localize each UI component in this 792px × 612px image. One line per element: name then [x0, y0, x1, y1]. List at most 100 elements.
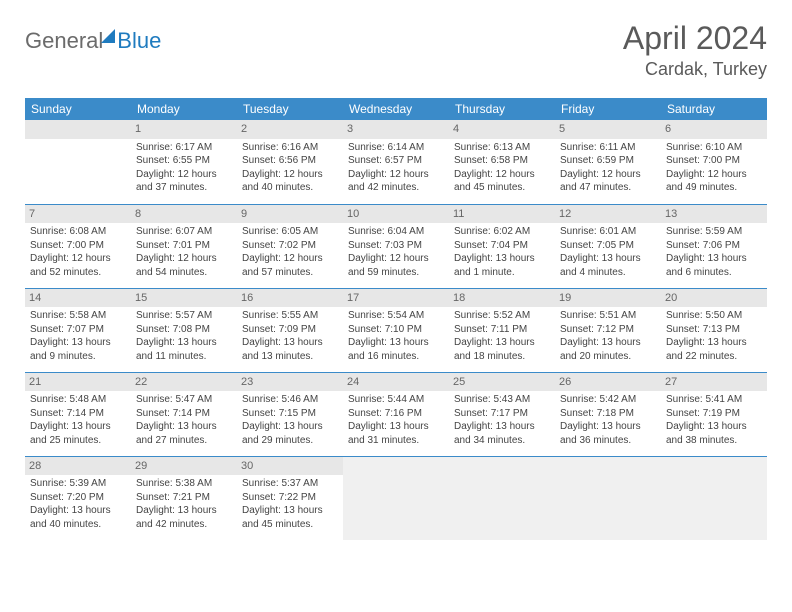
day-number: 20: [661, 289, 767, 308]
day-info-line: Daylight: 13 hours: [666, 420, 762, 434]
day-info-line: Daylight: 12 hours: [136, 168, 232, 182]
calendar-head: SundayMondayTuesdayWednesdayThursdayFrid…: [25, 98, 767, 120]
day-number: [661, 457, 767, 476]
day-number: 5: [555, 120, 661, 139]
day-info-line: Sunrise: 5:46 AM: [242, 393, 338, 407]
day-cell: 1Sunrise: 6:17 AMSunset: 6:55 PMDaylight…: [131, 120, 237, 204]
day-number: 25: [449, 373, 555, 392]
day-number: 17: [343, 289, 449, 308]
day-info-line: Sunset: 7:07 PM: [30, 323, 126, 337]
day-info-line: Daylight: 12 hours: [348, 252, 444, 266]
day-info-line: Sunrise: 5:43 AM: [454, 393, 550, 407]
day-info-line: Sunrise: 5:37 AM: [242, 477, 338, 491]
day-info-line: Daylight: 12 hours: [454, 168, 550, 182]
day-info-line: Sunrise: 5:39 AM: [30, 477, 126, 491]
day-info-line: Daylight: 13 hours: [242, 336, 338, 350]
dayname-sunday: Sunday: [25, 98, 131, 120]
day-info-line: and 27 minutes.: [136, 434, 232, 448]
day-info-line: and 29 minutes.: [242, 434, 338, 448]
day-cell: 18Sunrise: 5:52 AMSunset: 7:11 PMDayligh…: [449, 288, 555, 372]
day-number: 8: [131, 205, 237, 224]
day-cell: 17Sunrise: 5:54 AMSunset: 7:10 PMDayligh…: [343, 288, 449, 372]
week-row: 14Sunrise: 5:58 AMSunset: 7:07 PMDayligh…: [25, 288, 767, 372]
dayname-wednesday: Wednesday: [343, 98, 449, 120]
day-info-line: and 45 minutes.: [454, 181, 550, 195]
title-block: April 2024 Cardak, Turkey: [623, 20, 767, 80]
day-info-line: Sunset: 7:21 PM: [136, 491, 232, 505]
day-number: 15: [131, 289, 237, 308]
day-number: [555, 457, 661, 476]
day-number: 26: [555, 373, 661, 392]
day-info-line: Daylight: 12 hours: [136, 252, 232, 266]
day-cell: 6Sunrise: 6:10 AMSunset: 7:00 PMDaylight…: [661, 120, 767, 204]
day-number: 24: [343, 373, 449, 392]
day-cell: 26Sunrise: 5:42 AMSunset: 7:18 PMDayligh…: [555, 372, 661, 456]
day-info-line: Daylight: 13 hours: [666, 252, 762, 266]
day-info-line: Sunset: 6:55 PM: [136, 154, 232, 168]
day-info-line: and 45 minutes.: [242, 518, 338, 532]
day-info-line: and 16 minutes.: [348, 350, 444, 364]
day-info-line: Sunset: 7:00 PM: [30, 239, 126, 253]
day-info-line: Daylight: 13 hours: [666, 336, 762, 350]
location: Cardak, Turkey: [623, 59, 767, 80]
day-info-line: Daylight: 13 hours: [30, 336, 126, 350]
day-cell: [343, 456, 449, 540]
day-info-line: and 49 minutes.: [666, 181, 762, 195]
day-number: 18: [449, 289, 555, 308]
day-cell: 23Sunrise: 5:46 AMSunset: 7:15 PMDayligh…: [237, 372, 343, 456]
day-info-line: Sunrise: 6:08 AM: [30, 225, 126, 239]
day-number: 10: [343, 205, 449, 224]
day-info-line: Daylight: 12 hours: [666, 168, 762, 182]
day-info-line: Sunset: 7:14 PM: [30, 407, 126, 421]
day-number: 22: [131, 373, 237, 392]
day-info-line: and 25 minutes.: [30, 434, 126, 448]
day-info-line: Sunrise: 5:42 AM: [560, 393, 656, 407]
day-info-line: and 9 minutes.: [30, 350, 126, 364]
calendar-body: 1Sunrise: 6:17 AMSunset: 6:55 PMDaylight…: [25, 120, 767, 540]
day-info-line: Sunrise: 6:07 AM: [136, 225, 232, 239]
day-info-line: Sunset: 7:15 PM: [242, 407, 338, 421]
day-info-line: Sunrise: 5:38 AM: [136, 477, 232, 491]
day-info-line: Sunrise: 5:55 AM: [242, 309, 338, 323]
day-cell: 30Sunrise: 5:37 AMSunset: 7:22 PMDayligh…: [237, 456, 343, 540]
dayname-saturday: Saturday: [661, 98, 767, 120]
day-cell: [555, 456, 661, 540]
day-cell: 25Sunrise: 5:43 AMSunset: 7:17 PMDayligh…: [449, 372, 555, 456]
day-info-line: Sunset: 6:59 PM: [560, 154, 656, 168]
day-info-line: Sunrise: 5:58 AM: [30, 309, 126, 323]
logo: General Blue: [25, 20, 161, 54]
week-row: 7Sunrise: 6:08 AMSunset: 7:00 PMDaylight…: [25, 204, 767, 288]
dayname-friday: Friday: [555, 98, 661, 120]
day-info-line: Sunrise: 6:16 AM: [242, 141, 338, 155]
day-cell: 13Sunrise: 5:59 AMSunset: 7:06 PMDayligh…: [661, 204, 767, 288]
day-info-line: Sunset: 7:22 PM: [242, 491, 338, 505]
day-cell: 4Sunrise: 6:13 AMSunset: 6:58 PMDaylight…: [449, 120, 555, 204]
day-info-line: Sunset: 7:14 PM: [136, 407, 232, 421]
day-cell: 12Sunrise: 6:01 AMSunset: 7:05 PMDayligh…: [555, 204, 661, 288]
day-info-line: Daylight: 13 hours: [454, 252, 550, 266]
day-info-line: Sunset: 7:19 PM: [666, 407, 762, 421]
day-info-line: and 42 minutes.: [348, 181, 444, 195]
day-info-line: and 52 minutes.: [30, 266, 126, 280]
day-number: 13: [661, 205, 767, 224]
day-number: 14: [25, 289, 131, 308]
day-info-line: and 57 minutes.: [242, 266, 338, 280]
day-info-line: Daylight: 13 hours: [242, 504, 338, 518]
day-info-line: and 13 minutes.: [242, 350, 338, 364]
day-info-line: and 1 minute.: [454, 266, 550, 280]
day-cell: 19Sunrise: 5:51 AMSunset: 7:12 PMDayligh…: [555, 288, 661, 372]
day-info-line: Sunrise: 6:01 AM: [560, 225, 656, 239]
logo-triangle-icon: [101, 29, 115, 43]
day-cell: 22Sunrise: 5:47 AMSunset: 7:14 PMDayligh…: [131, 372, 237, 456]
day-info-line: Daylight: 12 hours: [560, 168, 656, 182]
day-info-line: Daylight: 13 hours: [560, 420, 656, 434]
day-number: [343, 457, 449, 476]
day-info-line: Sunrise: 5:57 AM: [136, 309, 232, 323]
day-info-line: and 20 minutes.: [560, 350, 656, 364]
day-info-line: Sunrise: 5:47 AM: [136, 393, 232, 407]
day-info-line: Daylight: 12 hours: [242, 252, 338, 266]
day-info-line: and 47 minutes.: [560, 181, 656, 195]
day-info-line: Sunrise: 5:51 AM: [560, 309, 656, 323]
day-number: 12: [555, 205, 661, 224]
day-number: 11: [449, 205, 555, 224]
